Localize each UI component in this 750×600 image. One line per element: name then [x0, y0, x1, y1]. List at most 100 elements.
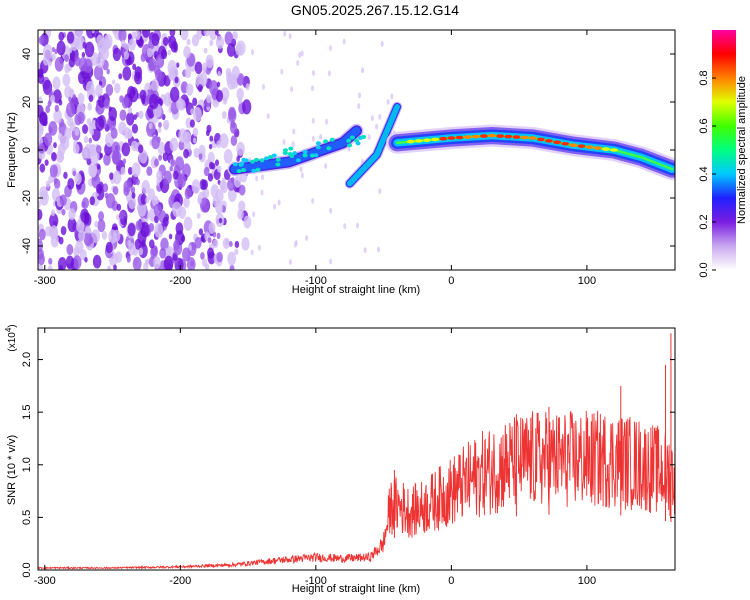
- noise-blob: [112, 79, 116, 85]
- noise-blob: [363, 247, 367, 254]
- noise-blob: [90, 148, 100, 165]
- noise-blob: [102, 183, 109, 193]
- noise-blob: [219, 133, 229, 149]
- noise-blob: [108, 106, 112, 112]
- noise-blob: [238, 200, 246, 213]
- noise-blob: [78, 229, 86, 242]
- noise-blob: [89, 165, 97, 178]
- noise-blob: [358, 92, 362, 99]
- ridge-peak: [536, 137, 545, 142]
- noise-blob: [67, 178, 75, 190]
- noise-blob: [178, 140, 185, 151]
- noise-blob: [135, 220, 143, 231]
- noise-blob: [153, 256, 161, 269]
- noise-blob: [98, 211, 105, 221]
- noise-blob: [283, 30, 287, 37]
- noise-blob: [192, 97, 198, 107]
- noise-blob: [109, 172, 114, 180]
- noise-blob: [206, 94, 212, 104]
- noise-blob: [224, 31, 233, 46]
- noise-blob: [378, 188, 382, 195]
- noise-blob: [262, 83, 266, 90]
- ridge-blob: [255, 167, 261, 172]
- noise-blob: [203, 30, 211, 37]
- noise-blob: [169, 30, 176, 37]
- noise-blob: [296, 60, 300, 67]
- noise-blob: [118, 73, 123, 80]
- figure-title: GN05.2025.267.15.12.G14: [290, 2, 460, 18]
- noise-blob: [238, 184, 246, 196]
- noise-blob: [68, 208, 76, 221]
- ridge-blob: [253, 157, 259, 162]
- noise-blob: [68, 96, 72, 103]
- noise-blob: [48, 60, 52, 67]
- noise-blob: [107, 265, 112, 270]
- noise-blob: [183, 148, 190, 159]
- ridge-blob: [268, 154, 274, 159]
- noise-blob: [94, 220, 99, 228]
- noise-blob: [39, 163, 46, 173]
- ridge-blob: [295, 158, 301, 163]
- noise-blob: [85, 225, 91, 234]
- noise-blob: [149, 93, 159, 110]
- noise-blob: [56, 40, 66, 56]
- snr-x-tick-label: -100: [305, 575, 327, 587]
- noise-blob: [169, 86, 180, 103]
- noise-blob: [182, 247, 191, 262]
- noise-blob: [192, 137, 197, 144]
- noise-blob: [62, 73, 71, 87]
- spectral-ridge: [346, 104, 400, 187]
- noise-blob: [75, 240, 84, 254]
- noise-blob: [140, 221, 150, 238]
- noise-blob: [235, 43, 243, 56]
- spectrogram-y-tick-label: 20: [21, 96, 33, 108]
- ridge-peak: [544, 139, 553, 143]
- noise-blob: [140, 194, 148, 205]
- noise-blob: [121, 39, 126, 48]
- noise-blob: [299, 166, 303, 173]
- noise-blob: [95, 53, 105, 68]
- noise-blob: [231, 31, 238, 41]
- noise-blob: [135, 178, 140, 186]
- ridge-peak: [601, 147, 610, 151]
- noise-blob: [311, 117, 315, 124]
- noise-blob: [58, 132, 63, 141]
- snr-y-multiplier-exponent: 4: [4, 327, 13, 332]
- noise-blob: [201, 258, 208, 267]
- noise-blob: [176, 62, 180, 68]
- noise-blob: [81, 148, 88, 159]
- noise-blob: [44, 159, 49, 166]
- ridge-blob: [347, 143, 353, 148]
- noise-blob: [148, 60, 155, 71]
- snr-y-multiplier: (x104): [4, 324, 18, 351]
- noise-blob: [228, 240, 233, 248]
- noise-blob: [72, 93, 77, 100]
- noise-blob: [63, 171, 68, 179]
- ridge-blob: [302, 153, 308, 158]
- noise-blob: [298, 51, 302, 58]
- noise-blob: [174, 76, 179, 84]
- noise-blob: [131, 192, 136, 199]
- colorbar-tick-label: 0.8: [698, 70, 710, 85]
- ridge-peak: [553, 140, 562, 145]
- noise-blob: [164, 123, 169, 131]
- noise-blob: [69, 121, 76, 132]
- noise-blob: [169, 165, 173, 172]
- noise-blob: [112, 170, 122, 185]
- noise-blob: [260, 189, 264, 196]
- noise-blob: [199, 178, 207, 191]
- snr-y-multiplier-base: (x104): [4, 324, 18, 351]
- noise-blob: [220, 87, 230, 102]
- noise-blob: [277, 199, 281, 206]
- noise-blob: [52, 76, 61, 90]
- noise-blob: [134, 30, 141, 41]
- ridge-blob: [271, 153, 277, 158]
- ridge-blob: [249, 159, 255, 164]
- noise-blob: [131, 123, 139, 134]
- noise-blob: [137, 144, 144, 154]
- noise-blob: [198, 153, 203, 160]
- noise-blob: [130, 186, 136, 194]
- noise-blob: [292, 128, 296, 135]
- noise-blob: [77, 71, 86, 84]
